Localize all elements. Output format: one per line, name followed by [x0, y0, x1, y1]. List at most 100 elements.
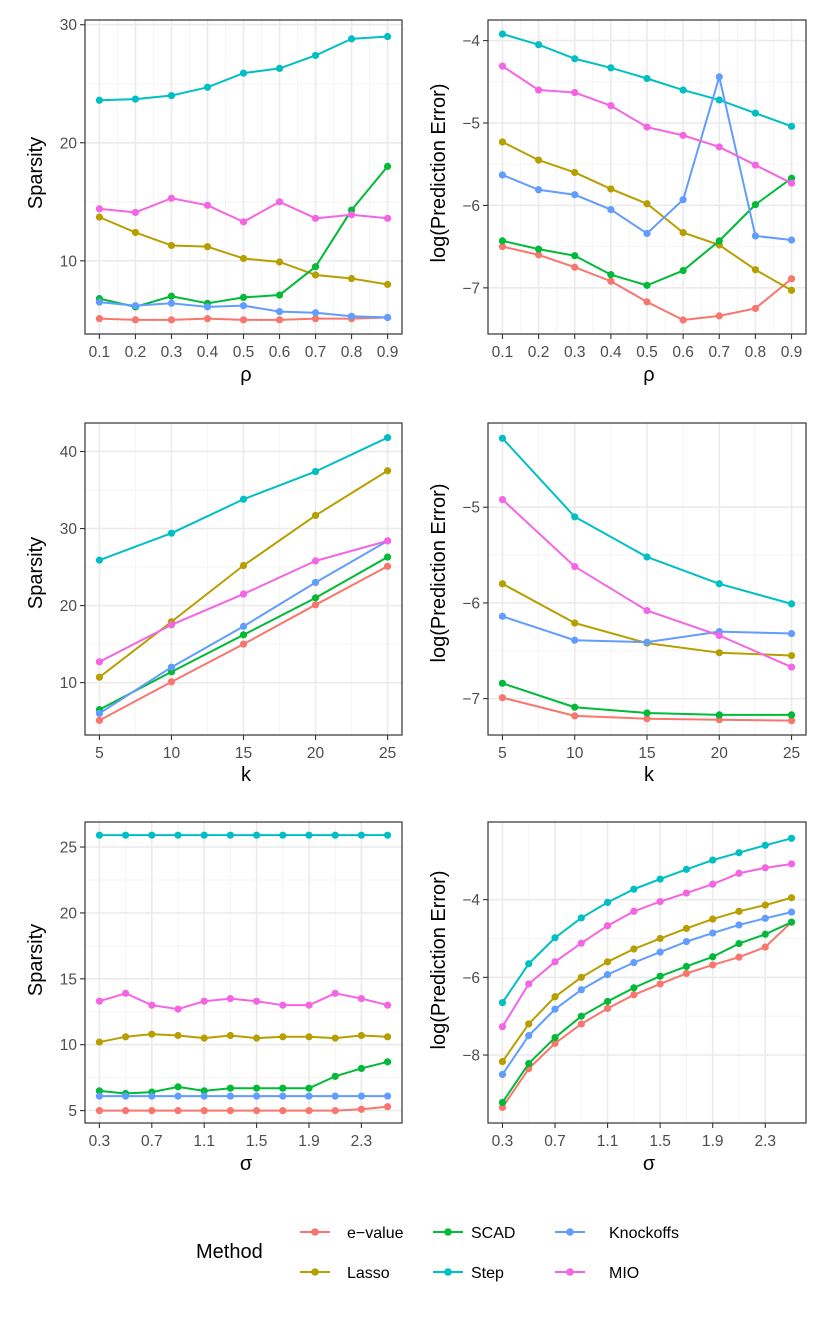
data-point-mio — [311, 214, 320, 222]
x-tick-label: 10 — [566, 745, 584, 762]
panel-prediction-rho: log(Prediction Error) ρ −7 −6 −5 −4 0.1 0.2 0.… — [428, 19, 807, 386]
y-tick-label: −8 — [462, 1048, 480, 1065]
data-point-knockoffs — [331, 1092, 339, 1100]
data-point-mio — [715, 143, 723, 151]
data-point-e-value — [682, 969, 691, 978]
x-tick-label: 25 — [379, 745, 396, 762]
data-point-e-value — [167, 316, 176, 324]
data-point-mio — [279, 1001, 287, 1009]
data-point-knockoffs — [252, 1092, 261, 1100]
data-point-scad — [357, 1064, 365, 1073]
data-point-scad — [751, 201, 760, 209]
x-tick-label: 0.3 — [89, 1133, 111, 1150]
data-point-mio — [174, 1005, 182, 1013]
data-point-knockoffs — [715, 73, 723, 81]
data-point-knockoffs — [95, 709, 104, 718]
data-point-step — [571, 513, 579, 521]
data-point-knockoffs — [311, 309, 320, 317]
data-point-knockoffs — [239, 302, 248, 310]
data-point-mio — [167, 621, 176, 629]
data-point-mio — [571, 88, 579, 97]
panel-sparsity-k: Sparsity k 10 20 30 40 5 10 15 20 25 — [25, 422, 403, 786]
y-tick-label: −5 — [462, 500, 480, 517]
data-point-e-value — [311, 315, 320, 323]
data-point-lasso — [751, 266, 760, 274]
data-point-lasso — [357, 1031, 365, 1040]
data-point-knockoffs — [534, 186, 543, 194]
data-point-knockoffs — [656, 948, 664, 956]
data-point-lasso — [203, 243, 212, 251]
data-point-step — [630, 885, 638, 893]
data-point-step — [275, 64, 284, 72]
data-point-step — [751, 109, 760, 117]
data-point-lasso — [603, 958, 612, 966]
data-point-e-value — [751, 304, 760, 313]
data-point-e-value — [735, 953, 743, 961]
data-point-e-value — [630, 991, 638, 999]
data-point-scad — [682, 962, 691, 971]
data-point-e-value — [311, 601, 320, 609]
data-point-mio — [682, 889, 691, 897]
data-point-knockoffs — [275, 307, 284, 316]
plot-area — [498, 434, 796, 725]
legend-item-step: Step — [433, 1265, 504, 1282]
legend-title: Method — [196, 1241, 263, 1263]
data-point-step — [643, 553, 651, 561]
data-point-knockoffs — [95, 298, 104, 306]
data-point-knockoffs — [167, 299, 176, 307]
x-tick-label: 0.7 — [544, 1133, 566, 1150]
data-point-e-value — [551, 1039, 559, 1047]
data-point-lasso — [551, 993, 559, 1001]
x-tick-label: 0.2 — [528, 344, 550, 361]
x-tick-label: 1.9 — [298, 1133, 320, 1150]
data-point-e-value — [656, 980, 664, 988]
data-point-lasso — [679, 229, 687, 237]
data-point-mio — [630, 907, 638, 915]
data-point-step — [571, 55, 579, 63]
data-point-e-value — [383, 562, 392, 570]
data-point-mio — [95, 205, 104, 213]
data-point-scad — [643, 281, 651, 289]
data-point-mio — [577, 939, 585, 947]
y-axis-title: log(Prediction Error) — [428, 484, 450, 663]
legend-key-point — [566, 1228, 574, 1236]
data-point-e-value — [709, 961, 717, 969]
data-point-step — [551, 934, 559, 942]
data-point-step — [787, 834, 796, 842]
data-point-scad — [715, 237, 723, 245]
data-point-e-value — [331, 1107, 339, 1115]
data-point-scad — [679, 266, 687, 275]
x-axis-title: σ — [643, 1153, 656, 1175]
data-point-lasso — [761, 901, 769, 909]
data-point-knockoffs — [643, 638, 651, 646]
legend-key-point — [444, 1268, 452, 1276]
legend-label: SCAD — [471, 1225, 515, 1242]
data-point-scad — [607, 271, 615, 279]
series-line-e-value — [501, 921, 793, 1109]
data-point-scad — [383, 553, 392, 561]
data-point-scad — [200, 1087, 208, 1095]
data-point-e-value — [239, 640, 248, 648]
data-point-knockoffs — [498, 612, 507, 620]
data-point-step — [347, 35, 356, 43]
data-point-step — [498, 30, 507, 38]
data-point-mio — [735, 869, 743, 877]
data-point-lasso — [275, 258, 284, 266]
data-point-knockoffs — [577, 986, 585, 994]
data-point-step — [252, 831, 261, 839]
data-point-mio — [751, 161, 760, 169]
data-point-scad — [656, 972, 664, 980]
data-point-mio — [226, 994, 235, 1003]
legend-label: e−value — [347, 1225, 404, 1242]
data-point-scad — [603, 997, 612, 1006]
data-point-lasso — [131, 228, 140, 237]
data-point-lasso — [577, 973, 585, 981]
data-point-scad — [95, 1087, 104, 1095]
data-point-mio — [534, 86, 543, 94]
y-axis-title: Sparsity — [25, 537, 47, 609]
data-point-knockoffs — [761, 914, 769, 922]
data-point-scad — [787, 918, 796, 926]
series-line-scad — [501, 921, 792, 1103]
data-point-e-value — [571, 263, 579, 271]
data-point-knockoffs — [679, 196, 687, 204]
